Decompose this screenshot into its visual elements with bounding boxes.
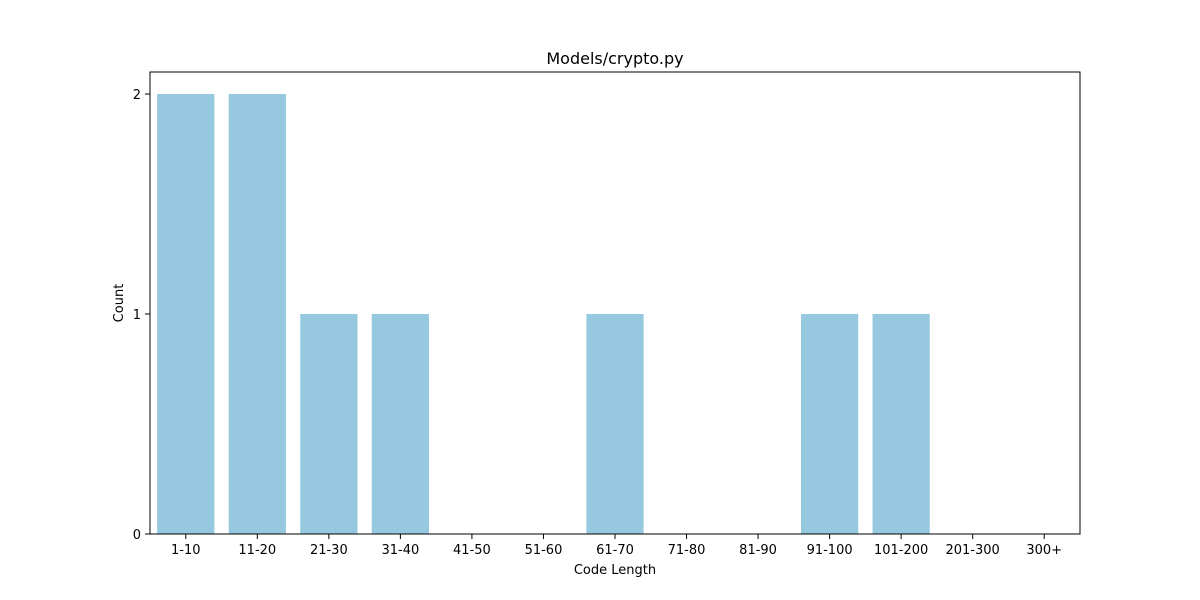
ticks-layer: 1-10 11-20 21-30 31-40 41-50 51-60 61-70 71-80 8… [133,88,1062,558]
x-tick-label: 201-300 [946,543,1000,558]
x-tick-label: 1-10 [171,543,201,558]
y-tick-label: 1 [133,308,141,323]
y-tick-label: 2 [133,88,141,103]
bar-101-200 [872,314,930,534]
x-tick-label: 71-80 [668,543,706,558]
bar-61-70 [586,314,644,534]
x-axis-title: Code Length [574,563,656,578]
x-tick-label: 51-60 [525,543,563,558]
x-tick-label: 91-100 [807,543,853,558]
chart-title: Models/crypto.py [546,49,683,68]
y-axis-title: Count [112,284,127,323]
y-tick-label: 0 [133,528,141,543]
x-tick-label: 11-20 [238,543,276,558]
bar-21-30 [300,314,358,534]
x-tick-label: 21-30 [310,543,348,558]
x-tick-label: 41-50 [453,543,491,558]
x-tick-label: 101-200 [874,543,928,558]
x-tick-label: 81-90 [739,543,777,558]
bar-91-100 [801,314,859,534]
x-tick-label: 300+ [1026,543,1062,558]
x-tick-label: 61-70 [596,543,634,558]
bar-1-10 [157,94,215,534]
bars-layer [157,94,930,534]
bar-31-40 [371,314,429,534]
bar-11-20 [228,94,286,534]
x-tick-label: 31-40 [381,543,419,558]
